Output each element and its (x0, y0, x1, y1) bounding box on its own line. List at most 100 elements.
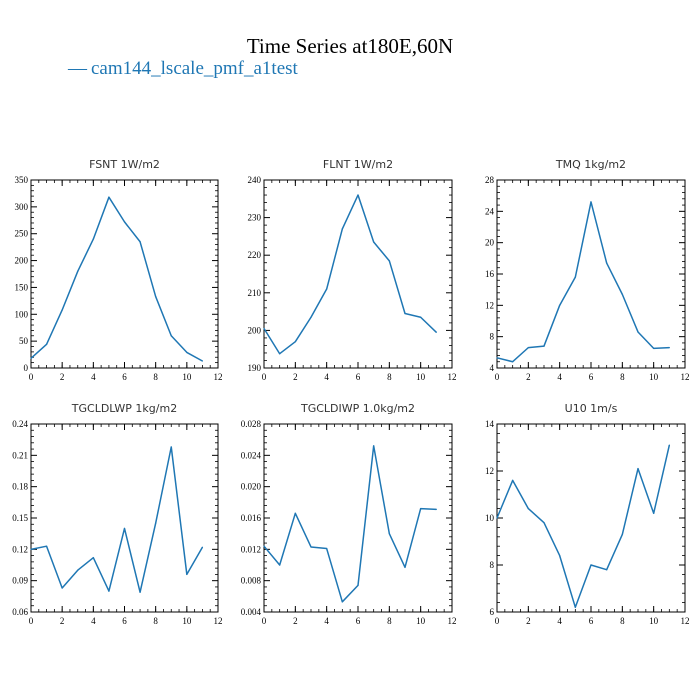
y-tick-label: 150 (15, 282, 29, 292)
data-point (45, 545, 48, 547)
data-point (559, 555, 561, 557)
plot-frame (496, 423, 686, 613)
data-point (420, 316, 422, 318)
data-point (186, 351, 188, 354)
series-line (263, 445, 437, 603)
series-line (30, 196, 203, 362)
x-tick-label: 12 (681, 372, 690, 382)
x-tick-label: 2 (526, 372, 531, 382)
plot-frame (496, 179, 686, 369)
data-point (388, 260, 390, 262)
data-point (512, 479, 514, 481)
x-tick-label: 8 (387, 616, 392, 626)
data-point (404, 566, 406, 568)
data-point (606, 262, 608, 264)
panel-title: U10 1m/s (565, 402, 618, 415)
data-point (606, 569, 608, 571)
y-tick-label: 0.020 (241, 482, 262, 492)
x-tick-label: 4 (557, 372, 562, 382)
x-tick-label: 12 (448, 372, 457, 382)
data-point (201, 546, 204, 548)
y-tick-label: 220 (248, 250, 262, 260)
x-tick-label: 2 (293, 616, 298, 626)
panel-title: FLNT 1W/m2 (323, 158, 393, 171)
data-point (512, 361, 514, 363)
data-point (357, 584, 359, 586)
y-tick-label: 4 (490, 363, 495, 373)
data-point (435, 331, 437, 333)
y-tick-label: 0 (24, 363, 29, 373)
x-tick-label: 2 (60, 616, 65, 626)
y-tick-label: 0.012 (241, 544, 261, 554)
panel-title: TGCLDIWP 1.0kg/m2 (300, 402, 415, 415)
data-point (279, 353, 281, 355)
chart-panel-6: U10 1m/s 0 2 4 6 8 10 12 6 8 10 12 14 (485, 402, 690, 626)
y-tick-label: 14 (485, 419, 495, 429)
x-tick-label: 2 (293, 372, 298, 382)
y-tick-label: 0.06 (12, 607, 28, 617)
x-tick-label: 2 (60, 372, 65, 382)
data-point (310, 546, 312, 548)
data-point (543, 522, 545, 524)
y-tick-label: 0.028 (241, 419, 262, 429)
x-tick-label: 6 (356, 372, 361, 382)
data-point (637, 331, 639, 333)
data-point (30, 548, 32, 550)
y-tick-label: 12 (485, 300, 494, 310)
x-tick-label: 6 (589, 372, 594, 382)
data-point (92, 557, 94, 559)
data-point (388, 533, 390, 535)
y-tick-label: 250 (15, 229, 29, 239)
y-tick-label: 24 (485, 206, 495, 216)
data-point (30, 357, 32, 359)
y-tick-label: 12 (485, 466, 494, 476)
data-point (108, 196, 110, 198)
y-tick-label: 300 (15, 202, 29, 212)
x-tick-label: 0 (262, 616, 267, 626)
data-point (263, 327, 265, 330)
y-tick-label: 0.004 (241, 607, 262, 617)
y-tick-label: 0.15 (12, 513, 28, 523)
chart-panel-4: TGCLDLWP 1kg/m2 0 2 4 6 8 10 12 0.06 0.09 0.12 0.15… (12, 402, 222, 626)
y-tick-label: 240 (248, 175, 262, 185)
x-tick-label: 4 (324, 372, 329, 382)
data-point (668, 444, 670, 446)
y-tick-label: 0.12 (12, 544, 28, 554)
y-tick-label: 8 (490, 560, 495, 570)
data-point (574, 606, 576, 608)
data-point (574, 276, 576, 278)
x-tick-label: 10 (416, 616, 426, 626)
x-tick-label: 4 (91, 616, 96, 626)
legend-line-icon: — (68, 58, 87, 79)
chart-panel-1: FSNT 1W/m2 0 2 4 6 8 10 12 0 50 100 150 200 250 300 350 (15, 158, 223, 382)
data-point (341, 228, 343, 230)
x-tick-label: 0 (495, 616, 500, 626)
data-point (373, 241, 375, 243)
plot-frame (263, 179, 453, 369)
x-tick-label: 6 (356, 616, 361, 626)
data-point (155, 295, 157, 298)
data-point (45, 343, 48, 345)
data-point (621, 293, 623, 295)
x-tick-label: 8 (387, 372, 392, 382)
x-tick-label: 10 (416, 372, 426, 382)
data-point (527, 347, 529, 349)
data-point (404, 312, 406, 315)
data-point (373, 445, 375, 447)
panel-title: TGCLDLWP 1kg/m2 (71, 402, 177, 415)
plot-frame (30, 423, 219, 613)
y-tick-label: 20 (485, 238, 495, 248)
y-tick-label: 0.24 (12, 419, 28, 429)
y-tick-label: 190 (248, 363, 262, 373)
x-tick-label: 4 (91, 372, 96, 382)
y-tick-label: 210 (248, 288, 262, 298)
x-tick-label: 8 (153, 616, 158, 626)
data-point (310, 316, 312, 318)
legend: — cam144_lscale_pmf_a1test (68, 58, 298, 80)
y-tick-label: 6 (490, 607, 495, 617)
data-point (326, 288, 328, 290)
plot-frame (30, 179, 219, 369)
data-point (263, 545, 265, 547)
y-tick-label: 16 (485, 269, 495, 279)
